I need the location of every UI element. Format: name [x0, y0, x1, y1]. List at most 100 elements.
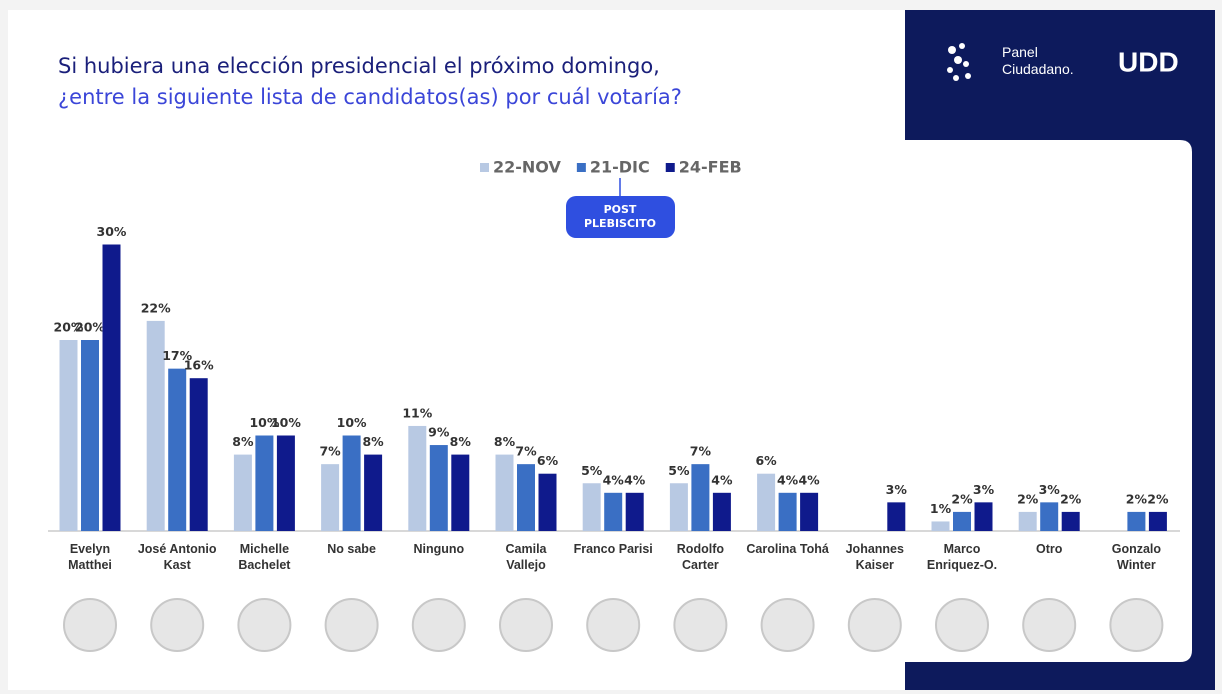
bar [778, 492, 797, 531]
candidate-photo [1109, 598, 1164, 652]
bar [1148, 511, 1167, 531]
x-tick-label: Camila Vallejo [505, 542, 547, 572]
value-label: 4% [777, 472, 799, 487]
bar [429, 445, 448, 531]
value-label: 7% [515, 444, 537, 459]
value-label: 5% [668, 463, 690, 478]
bar [146, 320, 165, 531]
bar [81, 340, 99, 531]
bar [931, 521, 950, 531]
bar [255, 435, 274, 531]
value-label: 11% [402, 405, 432, 420]
value-label: 6% [755, 453, 777, 468]
bar [342, 435, 361, 531]
value-label: 8% [232, 434, 254, 449]
bar [582, 483, 601, 531]
candidate-photo [324, 598, 379, 652]
logo-mark [947, 43, 971, 81]
value-label: 8% [450, 434, 472, 449]
candidate-photo [150, 598, 205, 652]
candidate-photo [1022, 598, 1077, 652]
candidate-photo [760, 598, 815, 652]
x-tick-label: Gonzalo Winter [1111, 542, 1162, 572]
value-label: 5% [581, 463, 603, 478]
legend-swatch [576, 163, 586, 172]
value-label: 3% [973, 482, 995, 497]
value-label: 20% [54, 320, 84, 335]
candidate-photo [586, 598, 641, 652]
x-tick-label: Carolina Tohá [746, 542, 829, 556]
value-label: 2% [951, 491, 973, 506]
x-tick-label: Ninguno [413, 542, 465, 556]
value-label: 6% [537, 453, 559, 468]
logo-brand: UDD [1118, 46, 1179, 77]
candidate-photo [63, 598, 117, 652]
value-label: 10% [271, 415, 301, 430]
value-label: 4% [624, 472, 646, 487]
x-tick-label: Evelyn Matthei [68, 542, 112, 572]
value-label: 30% [97, 224, 127, 239]
bar [168, 368, 187, 531]
bar [669, 483, 688, 531]
value-label: 17% [162, 348, 192, 363]
value-label: 4% [603, 472, 625, 487]
value-label: 22% [141, 300, 171, 315]
bar [321, 464, 340, 531]
legend-label: 21-DIC [590, 158, 650, 177]
value-label: 10% [249, 415, 279, 430]
candidate-photo [411, 598, 466, 652]
logo-text: Panel Ciudadano. [1002, 44, 1074, 77]
bar [495, 454, 514, 531]
bar [712, 492, 731, 531]
candidate-photo [847, 598, 902, 652]
value-label: 8% [362, 434, 384, 449]
value-label: 2% [1017, 491, 1039, 506]
x-tick-label: Otro [1035, 542, 1063, 556]
bar [887, 502, 906, 531]
chart-subtitle: ¿entre la siguiente lista de candidatos(… [58, 85, 682, 109]
candidate-photo [935, 598, 989, 652]
value-label: 20% [75, 320, 105, 335]
value-label: 9% [428, 425, 450, 440]
value-label: 2% [1147, 491, 1169, 506]
legend-label: 24-FEB [679, 158, 742, 177]
candidate-photo [237, 598, 292, 652]
x-tick-label: José Antonio Kast [137, 542, 217, 572]
annotation-box [566, 196, 675, 238]
value-label: 8% [494, 434, 516, 449]
legend-label: 22-NOV [493, 158, 561, 177]
bar [451, 454, 470, 531]
bar [1061, 511, 1080, 531]
bar [974, 502, 993, 531]
value-label: 3% [886, 482, 908, 497]
legend-swatch [665, 163, 675, 172]
x-tick-label: Michelle Bachelet [238, 542, 291, 572]
bar [625, 492, 644, 531]
value-label: 7% [690, 444, 712, 459]
bar [59, 340, 78, 531]
value-label: 2% [1060, 491, 1082, 506]
x-tick-label: Rodolfo Carter [676, 542, 724, 572]
bar [604, 492, 623, 531]
chart-title: Si hubiera una elección presidencial el … [58, 54, 660, 78]
bar [800, 492, 819, 531]
value-label: 4% [798, 472, 820, 487]
bar [691, 464, 710, 531]
bar [1127, 511, 1146, 531]
candidate-photo [499, 598, 553, 652]
bar [757, 473, 776, 531]
bar [102, 244, 121, 531]
bar [953, 511, 971, 531]
bar [364, 454, 383, 531]
x-tick-label: Franco Parisi [573, 542, 653, 556]
bar [538, 473, 557, 531]
annotation: POST PLEBISCITO [584, 203, 656, 230]
value-label: 16% [184, 358, 214, 373]
bar [189, 378, 208, 531]
x-tick-label: Johannes Kaiser [845, 542, 904, 572]
value-label: 4% [711, 472, 733, 487]
value-label: 2% [1126, 491, 1148, 506]
